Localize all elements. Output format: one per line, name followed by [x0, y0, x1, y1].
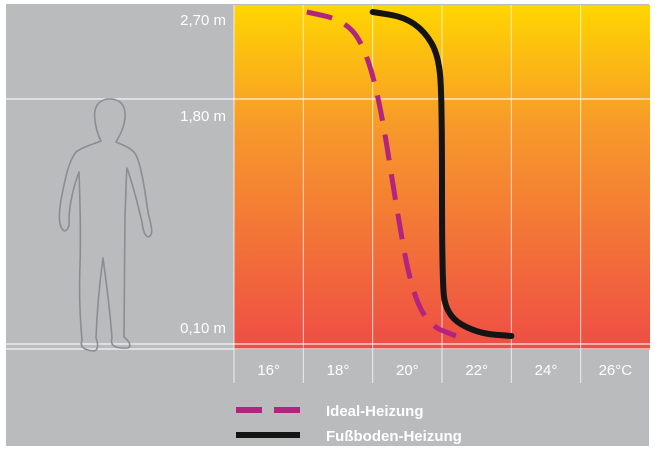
series-line-ideal-heizung — [306, 9, 457, 339]
x-axis-ticks: 16° 18° 20° 22° 24° 26°C — [257, 362, 632, 379]
x-tick-label: 16° — [257, 362, 280, 379]
grid-lines — [6, 5, 650, 383]
person-silhouette-icon — [58, 98, 153, 352]
x-tick-label: 22° — [465, 362, 488, 379]
x-tick-label: 26°C — [599, 362, 633, 379]
y-tick-label: 2,70 m — [180, 12, 226, 29]
legend-label: Ideal-Heizung — [326, 403, 424, 420]
y-axis-ticks: 0,10 m 1,80 m 2,70 m — [180, 12, 226, 337]
series-lines — [306, 9, 515, 339]
y-tick-label: 1,80 m — [180, 108, 226, 125]
x-tick-label: 24° — [535, 362, 558, 379]
legend-label: Fußboden-Heizung — [326, 428, 462, 445]
y-tick-label: 0,10 m — [180, 320, 226, 337]
series-line-fussboden-heizung — [369, 9, 515, 339]
x-tick-label: 20° — [396, 362, 419, 379]
x-tick-label: 18° — [327, 362, 350, 379]
legend: Ideal-Heizung Fußboden-Heizung — [236, 403, 462, 445]
